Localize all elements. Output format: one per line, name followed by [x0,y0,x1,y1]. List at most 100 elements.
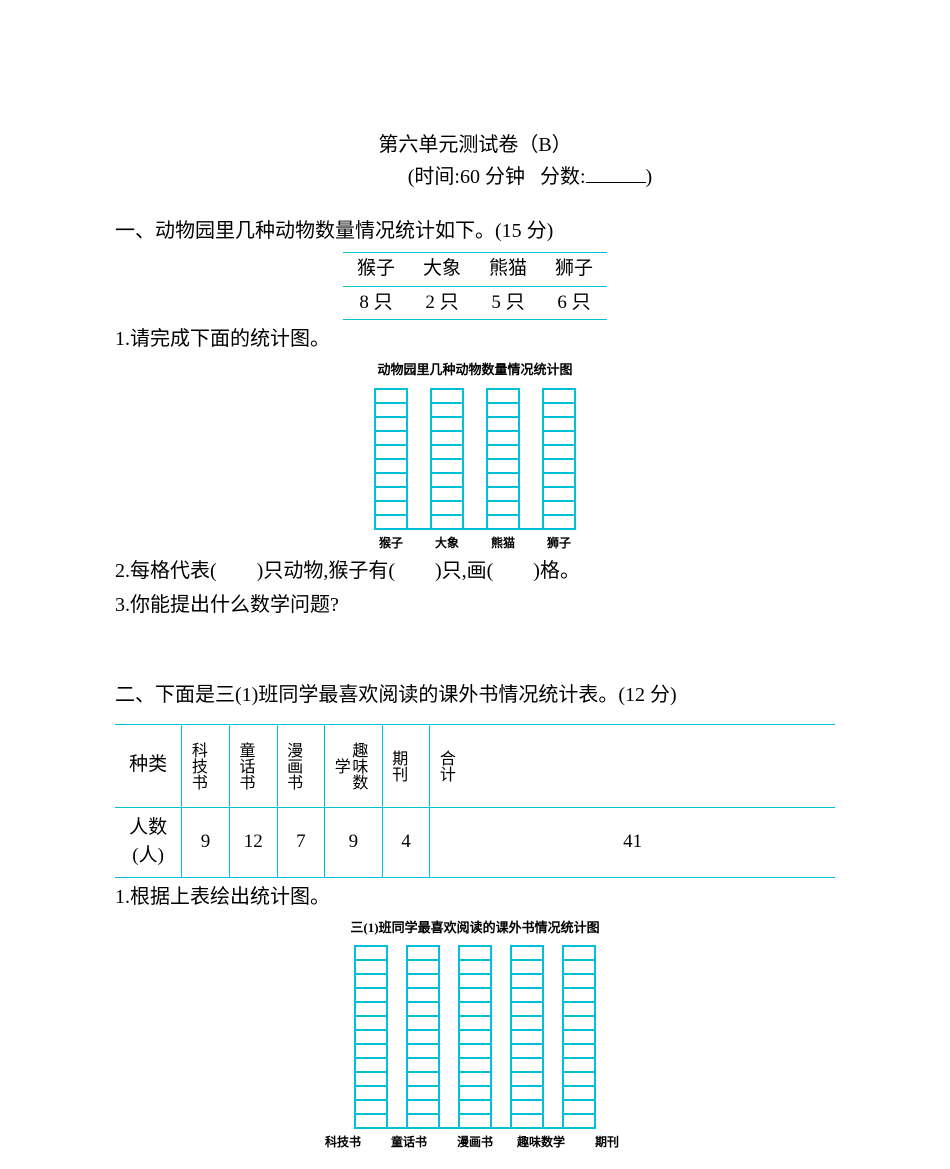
bar-cell [544,418,574,432]
bar-cell [460,1059,490,1073]
category-label: 种类 [115,724,182,807]
bar-cell [432,446,462,460]
bar-cell [512,1031,542,1045]
book-col: 科技书 [186,731,208,801]
bar [354,945,388,1127]
bar-cell [564,961,594,975]
bar-cell [356,1073,386,1087]
subtitle-suffix: ) [646,166,653,188]
bar-cell [460,1115,490,1127]
bar-cell [512,947,542,961]
bar-cell [432,432,462,446]
bar-cell [408,1031,438,1045]
count-label-l1: 人数 [129,817,167,838]
bar-cell [512,1045,542,1059]
bar-cell [408,975,438,989]
animal-table: 猴子 大象 熊猫 狮子 8 只 2 只 5 只 6 只 [343,252,607,320]
bar-cell [544,502,574,516]
bar-column [430,388,464,528]
bar-cell [544,460,574,474]
bar-cell [564,1087,594,1101]
count-label: 人数 (人) [115,807,182,877]
book-table: 种类 科技书 童话书 漫画书 趣味数学 期刊 合计 人数 (人) 9 12 7 … [115,724,835,878]
bar-cell [544,516,574,528]
book-value: 9 [325,807,382,877]
table-row: 8 只 2 只 5 只 6 只 [343,286,607,320]
bar-cell [460,947,490,961]
bar-column [510,945,544,1127]
animal-value: 6 只 [541,286,607,320]
chart-label: 童话书 [385,1133,433,1151]
bar-cell [432,502,462,516]
bar-cell [376,488,406,502]
book-value: 9 [182,807,230,877]
book-value: 12 [229,807,277,877]
bar-cell [564,1101,594,1115]
bar-column [458,945,492,1127]
bar [374,388,408,528]
count-label-l2: (人) [132,845,164,866]
bar-cell [432,404,462,418]
bar-cell [356,1031,386,1045]
bar-cell [356,1087,386,1101]
bar-cell [376,460,406,474]
bar-cell [356,1059,386,1073]
table-row: 猴子 大象 熊猫 狮子 [343,253,607,287]
bar-cell [460,975,490,989]
time-label: (时间:60 分钟 [408,166,525,188]
bar-cell [512,1101,542,1115]
book-col: 趣味数学 [329,731,368,801]
chart-title: 三(1)班同学最喜欢阅读的课外书情况统计图 [115,918,835,938]
bar [542,388,576,528]
bar-cell [512,1073,542,1087]
bar-cell [356,1003,386,1017]
bar-cell [408,1017,438,1031]
animal-header: 狮子 [541,253,607,287]
bar [486,388,520,528]
bar-cell [432,488,462,502]
bar-cell [564,975,594,989]
bar-cell [356,1101,386,1115]
bar-cell [460,961,490,975]
animal-header: 猴子 [343,253,409,287]
bar-cell [564,1073,594,1087]
bar-cell [376,390,406,404]
chart-title: 动物园里几种动物数量情况统计图 [115,360,835,380]
book-value: 7 [277,807,325,877]
bar-cell [432,460,462,474]
bar-cell [460,1017,490,1031]
section1-q2: 2.每格代表( )只动物,猴子有( )只,画( )格。 [115,556,835,586]
bar [562,945,596,1127]
bar-cell [408,947,438,961]
bar-cell [460,1073,490,1087]
bar-cell [564,1059,594,1073]
animal-value: 5 只 [475,286,541,320]
bar-column [486,388,520,528]
section1-heading: 一、动物园里几种动物数量情况统计如下。(15 分) [115,216,835,246]
bar-cell [512,1087,542,1101]
section1-q1: 1.请完成下面的统计图。 [115,324,835,354]
chart-label: 科技书 [319,1133,367,1151]
chart-label: 熊猫 [486,534,520,552]
score-blank[interactable] [586,163,646,183]
bar-cell [460,1003,490,1017]
bar-cell [408,961,438,975]
bar-cell [564,989,594,1003]
section1-q3: 3.你能提出什么数学问题? [115,590,835,620]
table-row: 种类 科技书 童话书 漫画书 趣味数学 期刊 合计 [115,724,835,807]
bar-cell [488,432,518,446]
bar-column [406,945,440,1127]
animal-value: 8 只 [343,286,409,320]
bar-cell [408,1059,438,1073]
bar-cell [460,1031,490,1045]
bar-cell [408,1003,438,1017]
bar-cell [356,989,386,1003]
bar-cell [408,1101,438,1115]
bar-cell [512,989,542,1003]
book-chart: 三(1)班同学最喜欢阅读的课外书情况统计图 科技书童话书漫画书趣味数学期刊 [115,918,835,1152]
bar [458,945,492,1127]
bar-column [374,388,408,528]
bar-cell [564,1017,594,1031]
book-col: 合计 [434,731,456,801]
bar-cell [432,390,462,404]
